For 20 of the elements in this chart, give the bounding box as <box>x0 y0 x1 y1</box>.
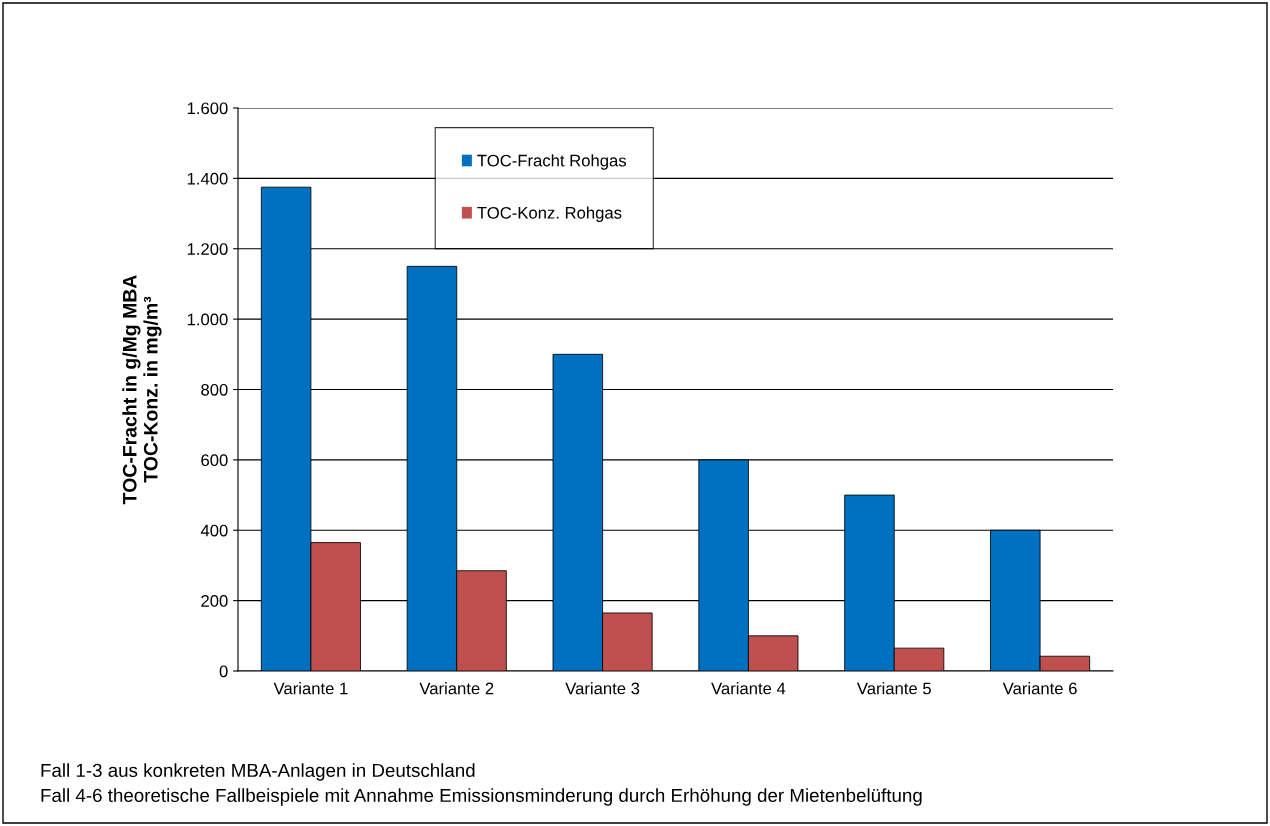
y-axis-title: TOC-Fracht in g/Mg MBA TOC-Konz. in mg/m³ <box>122 275 162 505</box>
x-tick-label: Variante 5 <box>856 682 931 695</box>
x-tick-label: Variante 2 <box>419 682 494 695</box>
x-tick-label: Variante 4 <box>711 682 786 695</box>
text: Fall 1-3 aus konkreten MBA-Anlagen in Deutschland <box>41 763 475 781</box>
y-tick-label: 1.600 <box>187 102 228 115</box>
y-tick-label: 0 <box>219 665 228 678</box>
x-tick-label: Variante 3 <box>565 682 640 695</box>
x-tick-label: Variante 6 <box>1002 682 1077 695</box>
legend-label: TOC-Fracht Rohgas <box>477 154 627 170</box>
y-tick-label: 200 <box>201 595 228 607</box>
y-tick-label: 1.400 <box>187 172 228 185</box>
text: Fall 4-6 theoretische Fallbeispiele mit Annahme Emissionsminderung durch Erhöhung der Mietenbelüftung <box>41 788 922 806</box>
y-tick-label: 800 <box>201 383 228 396</box>
y-tick-label: 600 <box>201 454 228 467</box>
y-tick-label: 1.000 <box>187 313 228 326</box>
y-tick-label: 1.200 <box>187 243 228 255</box>
legend-label: TOC-Konz. Rohgas <box>477 206 622 222</box>
x-tick-label: Variante 1 <box>273 682 348 695</box>
y-tick-label: 400 <box>200 524 228 537</box>
